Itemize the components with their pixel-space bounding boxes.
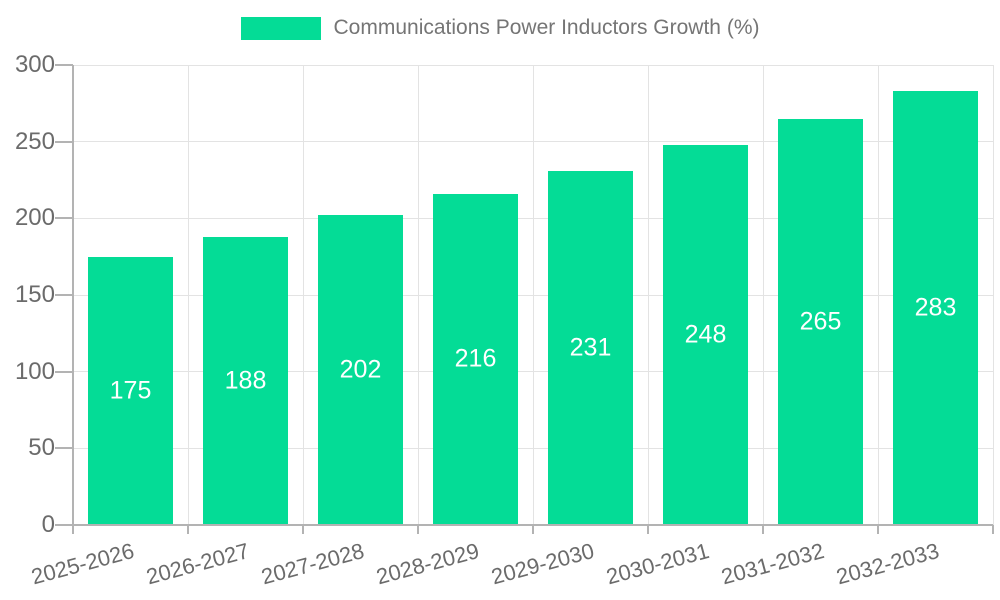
legend-label[interactable]: Communications Power Inductors Growth (%… [333,16,760,39]
gridline-vertical [302,65,304,525]
x-axis-tick-label: 2027-2028 [258,538,367,590]
y-axis-tick-label: 200 [14,204,55,232]
x-axis-tick [532,525,534,534]
y-axis-tick-label: 300 [14,51,55,78]
bar-2028-2029[interactable] [433,193,518,525]
bar-2031-2032[interactable] [778,118,863,525]
x-axis-tick-label: 2028-2029 [373,538,482,590]
y-axis-tick-label: 250 [14,127,55,155]
bar-2025-2026[interactable] [88,256,173,525]
gridline-vertical [877,65,879,525]
y-axis-tick [55,447,73,450]
bar-2026-2027[interactable] [203,236,288,525]
x-axis-tick [877,525,879,534]
gridline-vertical [417,65,419,525]
bar-value-label: 216 [454,344,497,373]
x-axis-tick-label: 2025-2026 [28,538,137,590]
bar-value-label: 175 [109,376,152,405]
x-axis-tick-label: 2032-2033 [833,538,942,590]
y-axis-tick-label: 50 [28,434,55,462]
x-axis-tick [187,525,189,534]
x-axis-tick [992,525,994,534]
gridline-vertical [762,65,764,525]
bar-value-label: 231 [569,333,612,362]
gridline-vertical [647,65,649,525]
y-axis-tick-label: 100 [14,357,55,385]
bar-value-label: 248 [684,320,727,349]
bar-value-label: 188 [224,366,267,395]
x-axis-tick [647,525,649,534]
x-axis-tick [302,525,304,534]
bar-value-label: 202 [339,355,382,384]
bar-2029-2030[interactable] [548,170,633,525]
bar-value-label: 265 [799,307,842,336]
x-axis-line [55,524,993,526]
x-axis-tick-label: 2030-2031 [603,538,712,590]
x-axis-tick-label: 2026-2027 [143,538,252,590]
x-axis-tick-label: 2031-2032 [718,538,827,590]
y-axis-tick [55,370,73,373]
gridline-vertical [992,65,994,525]
bar-2032-2033[interactable] [893,91,978,525]
legend: Communications Power Inductors Growth (%… [0,16,1000,40]
y-axis-line [72,65,74,534]
bar-value-label: 283 [914,293,957,322]
y-axis-tick-label: 150 [14,281,55,308]
bar-2027-2028[interactable] [318,215,403,525]
x-axis-tick-label: 2029-2030 [488,538,597,590]
x-axis-tick [762,525,764,534]
x-axis-tick [417,525,419,534]
y-axis-tick [55,294,73,296]
gridline-vertical [187,65,189,525]
legend-swatch[interactable] [240,16,321,40]
bar-2030-2031[interactable] [663,144,748,525]
y-axis-tick [55,217,73,220]
y-axis-tick-label: 0 [41,511,55,538]
gridline-vertical [532,65,534,525]
y-axis-tick [55,140,73,143]
y-axis-tick [55,64,73,66]
